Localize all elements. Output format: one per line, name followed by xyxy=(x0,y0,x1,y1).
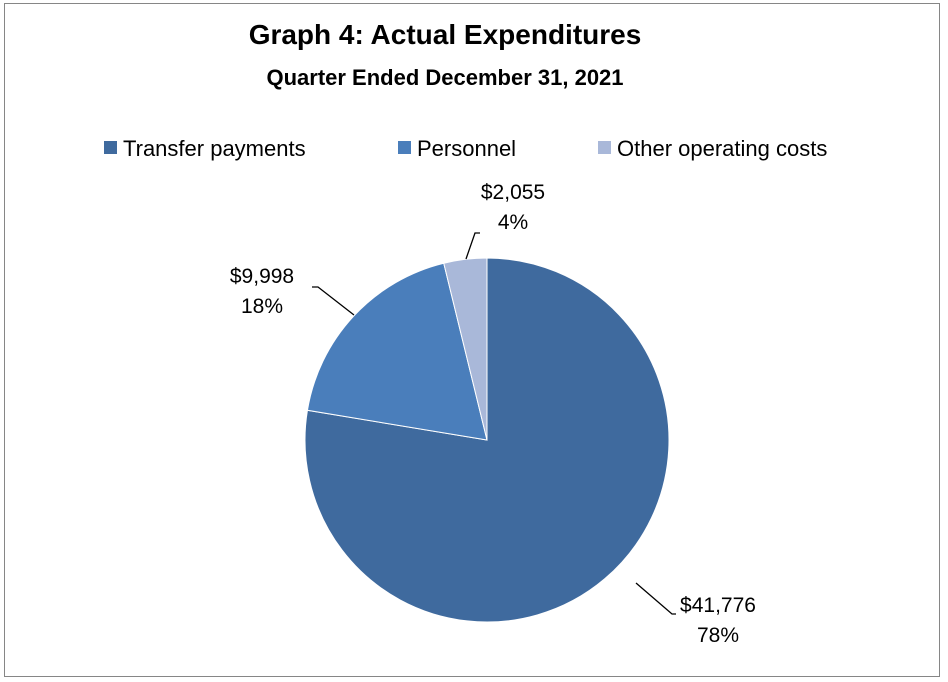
slices xyxy=(304,257,670,623)
legend-label-other-operating-costs: Other operating costs xyxy=(617,136,827,161)
percent-label-personnel: 18% xyxy=(241,295,283,318)
slice-personnel xyxy=(306,262,488,441)
value-label-transfer-payments: $41,776 xyxy=(680,594,756,617)
percent-label-transfer-payments: 78% xyxy=(697,624,739,647)
chart-title: Graph 4: Actual Expenditures xyxy=(249,19,642,50)
legend-swatch-other-operating-costs xyxy=(598,141,611,154)
legend-label-personnel: Personnel xyxy=(417,136,516,161)
leader-line-transfer-payments xyxy=(635,582,676,615)
chart-subtitle: Quarter Ended December 31, 2021 xyxy=(266,65,623,90)
legend-swatch-transfer-payments xyxy=(104,141,117,154)
legend: Transfer payments Personnel Other operatin… xyxy=(104,136,827,161)
value-label-other-operating-costs: $2,055 xyxy=(481,181,545,204)
data-labels: $41,776 78% $9,998 18% $2,055 4% xyxy=(230,181,756,647)
slice-other-operating-costs xyxy=(443,257,488,441)
leader-lines xyxy=(312,232,676,615)
leader-line-other-operating-costs xyxy=(465,232,480,260)
leader-line-personnel xyxy=(312,286,355,316)
legend-swatch-personnel xyxy=(398,141,411,154)
value-label-personnel: $9,998 xyxy=(230,265,294,288)
percent-label-other-operating-costs: 4% xyxy=(498,211,528,234)
legend-label-transfer-payments: Transfer payments xyxy=(123,136,306,161)
